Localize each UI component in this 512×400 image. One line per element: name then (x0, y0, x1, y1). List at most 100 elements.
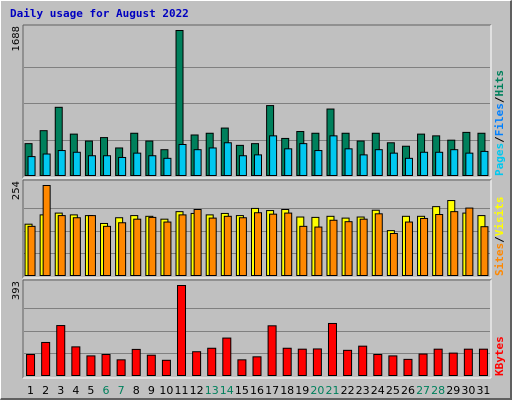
day-label-17: 17 (265, 384, 279, 397)
day-label-22: 22 (341, 384, 355, 397)
bar-sites-day-31 (480, 226, 489, 277)
bar-kbytes-day-13 (207, 347, 217, 377)
series-sites (27, 185, 489, 277)
day-label-9: 9 (148, 384, 155, 397)
series-kbytes (26, 285, 488, 377)
x-axis-day-labels: 1 2 3 4 5 6 7 8 9 10 11 12 13 14 15 16 17 18 19 20 21 22 23 24 2… (27, 384, 490, 397)
bar-files-day-15 (238, 155, 247, 176)
bar-kbytes-day-19 (297, 348, 307, 377)
bar-kbytes-day-2 (41, 341, 51, 376)
bar-files-day-29 (450, 149, 459, 177)
bar-sites-day-30 (465, 207, 474, 276)
bar-kbytes-day-29 (448, 352, 458, 376)
day-label-7: 7 (118, 384, 125, 397)
bar-kbytes-day-5 (86, 355, 96, 376)
bar-sites-day-23 (359, 218, 368, 277)
legend-separator: / (493, 236, 506, 243)
bar-sites-day-21 (329, 219, 338, 276)
legend-separator: / (493, 136, 506, 143)
bar-sites-day-26 (404, 221, 413, 276)
bar-files-day-10 (163, 157, 172, 176)
bar-files-day-3 (57, 150, 66, 177)
bar-kbytes-day-3 (56, 325, 66, 377)
bar-files-day-28 (435, 151, 444, 177)
bar-kbytes-day-12 (192, 351, 202, 376)
day-label-10: 10 (159, 384, 173, 397)
bar-sites-day-9 (148, 216, 157, 277)
bar-sites-day-2 (42, 185, 51, 276)
bar-kbytes-day-31 (478, 348, 488, 377)
day-label-27: 27 (416, 384, 430, 397)
bar-files-day-6 (103, 155, 112, 176)
bar-files-day-22 (344, 148, 353, 177)
bar-sites-day-6 (103, 225, 112, 276)
legend-item-kbytes: KBytes (493, 336, 506, 376)
bar-kbytes-day-30 (463, 348, 473, 377)
bar-sites-day-15 (238, 217, 247, 276)
chart-title: Daily usage for August 2022 (10, 7, 189, 20)
bar-files-day-30 (465, 152, 474, 177)
day-label-29: 29 (446, 384, 460, 397)
bar-files-day-8 (133, 152, 142, 177)
bar-kbytes-day-24 (373, 354, 383, 376)
panel-visitors: 254 Sites/Visits (11, 179, 506, 279)
bar-sites-day-19 (299, 225, 308, 276)
bar-sites-day-29 (450, 211, 459, 277)
day-label-3: 3 (57, 384, 64, 397)
bar-sites-day-17 (269, 213, 278, 277)
bar-kbytes-day-7 (116, 359, 126, 377)
chart-panels: 1688Pages/Files/Hits254Sites/Visits393KB… (11, 24, 506, 379)
bar-sites-day-12 (193, 209, 202, 276)
day-label-25: 25 (386, 384, 400, 397)
bar-sites-day-16 (254, 212, 262, 276)
legend-volume: KBytes (493, 336, 506, 376)
bar-files-day-24 (374, 149, 383, 177)
bar-kbytes-day-4 (71, 346, 81, 377)
bar-files-day-31 (480, 150, 489, 177)
bar-kbytes-day-20 (312, 348, 322, 376)
day-label-2: 2 (42, 384, 49, 397)
legend-requests: Pages/Files/Hits (493, 70, 506, 176)
bar-files-day-23 (359, 154, 368, 176)
bar-kbytes-day-22 (343, 349, 353, 376)
bar-files-day-2 (42, 153, 51, 176)
bar-sites-day-25 (389, 233, 398, 276)
bar-files-day-4 (72, 151, 81, 177)
day-label-31: 31 (476, 384, 490, 397)
bar-kbytes-day-15 (237, 359, 247, 377)
legend-item-visits: Visits (493, 197, 506, 237)
bar-files-day-27 (420, 151, 429, 177)
bar-sites-day-7 (118, 222, 127, 276)
day-label-21: 21 (325, 384, 339, 397)
bar-kbytes-day-16 (252, 356, 262, 376)
bar-files-day-12 (193, 149, 202, 177)
y-max-label-requests: 1688 (11, 26, 22, 51)
bar-sites-day-8 (133, 218, 142, 277)
bar-files-day-5 (87, 155, 96, 176)
bar-sites-day-18 (284, 212, 293, 276)
day-label-24: 24 (371, 384, 385, 397)
bar-kbytes-day-26 (403, 358, 413, 377)
bar-sites-day-10 (163, 221, 172, 276)
bar-files-day-11 (178, 143, 187, 177)
legend-item-hits: Hits (493, 70, 506, 97)
day-label-14: 14 (220, 384, 234, 397)
day-label-20: 20 (310, 384, 324, 397)
bar-files-day-19 (299, 143, 308, 177)
bar-kbytes-day-17 (267, 325, 277, 376)
day-label-12: 12 (190, 384, 204, 397)
day-label-18: 18 (280, 384, 294, 397)
day-label-26: 26 (401, 384, 415, 397)
bar-kbytes-day-23 (358, 345, 368, 376)
bar-kbytes-day-8 (131, 348, 141, 376)
bar-files-day-18 (284, 148, 293, 177)
bar-sites-day-5 (87, 215, 96, 276)
bar-files-day-13 (208, 147, 217, 177)
series-files (27, 135, 489, 177)
day-label-5: 5 (87, 384, 94, 397)
day-label-28: 28 (431, 384, 445, 397)
bar-files-day-1 (27, 156, 36, 176)
bar-files-day-9 (148, 155, 157, 176)
bar-kbytes-day-25 (388, 355, 398, 376)
